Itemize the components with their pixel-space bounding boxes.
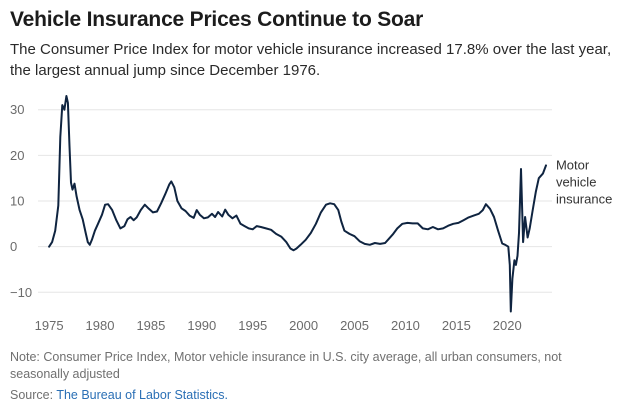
x-tick-label: 1995 [238,318,267,333]
series-label: Motor vehicle insurance [556,157,612,206]
chart-subtitle: The Consumer Price Index for motor vehic… [10,41,612,79]
x-tick-label: 2010 [391,318,420,333]
x-tick-label: 1990 [187,318,216,333]
series-label-line: Motor [556,157,590,172]
y-tick-label: −10 [10,285,32,300]
source-link[interactable]: The Bureau of Labor Statistics. [56,388,228,402]
y-tick-label: 10 [10,194,24,209]
source-prefix: Source: [10,388,57,402]
x-tick-label: 2000 [289,318,318,333]
x-tick-label: 1980 [86,318,115,333]
series-label-line: insurance [556,191,612,206]
y-tick-label: 20 [10,148,24,163]
chart-note: Note: Consumer Price Index, Motor vehicl… [10,350,562,381]
y-tick-label: 30 [10,102,24,117]
x-tick-label: 1985 [136,318,165,333]
chart-title: Vehicle Insurance Prices Continue to Soa… [10,8,424,31]
line-chart: −10 0 10 20 30 1975 1980 1985 1990 1995 2000 2005 2… [10,95,612,333]
x-tick-label: 2015 [442,318,471,333]
y-tick-label: 0 [10,239,17,254]
x-tick-label: 2020 [493,318,522,333]
x-tick-label: 1975 [35,318,64,333]
series-label-line: vehicle [556,174,596,189]
series-line [48,95,547,313]
x-tick-label: 2005 [340,318,369,333]
chart-source: Source: The Bureau of Labor Statistics. [10,388,228,402]
